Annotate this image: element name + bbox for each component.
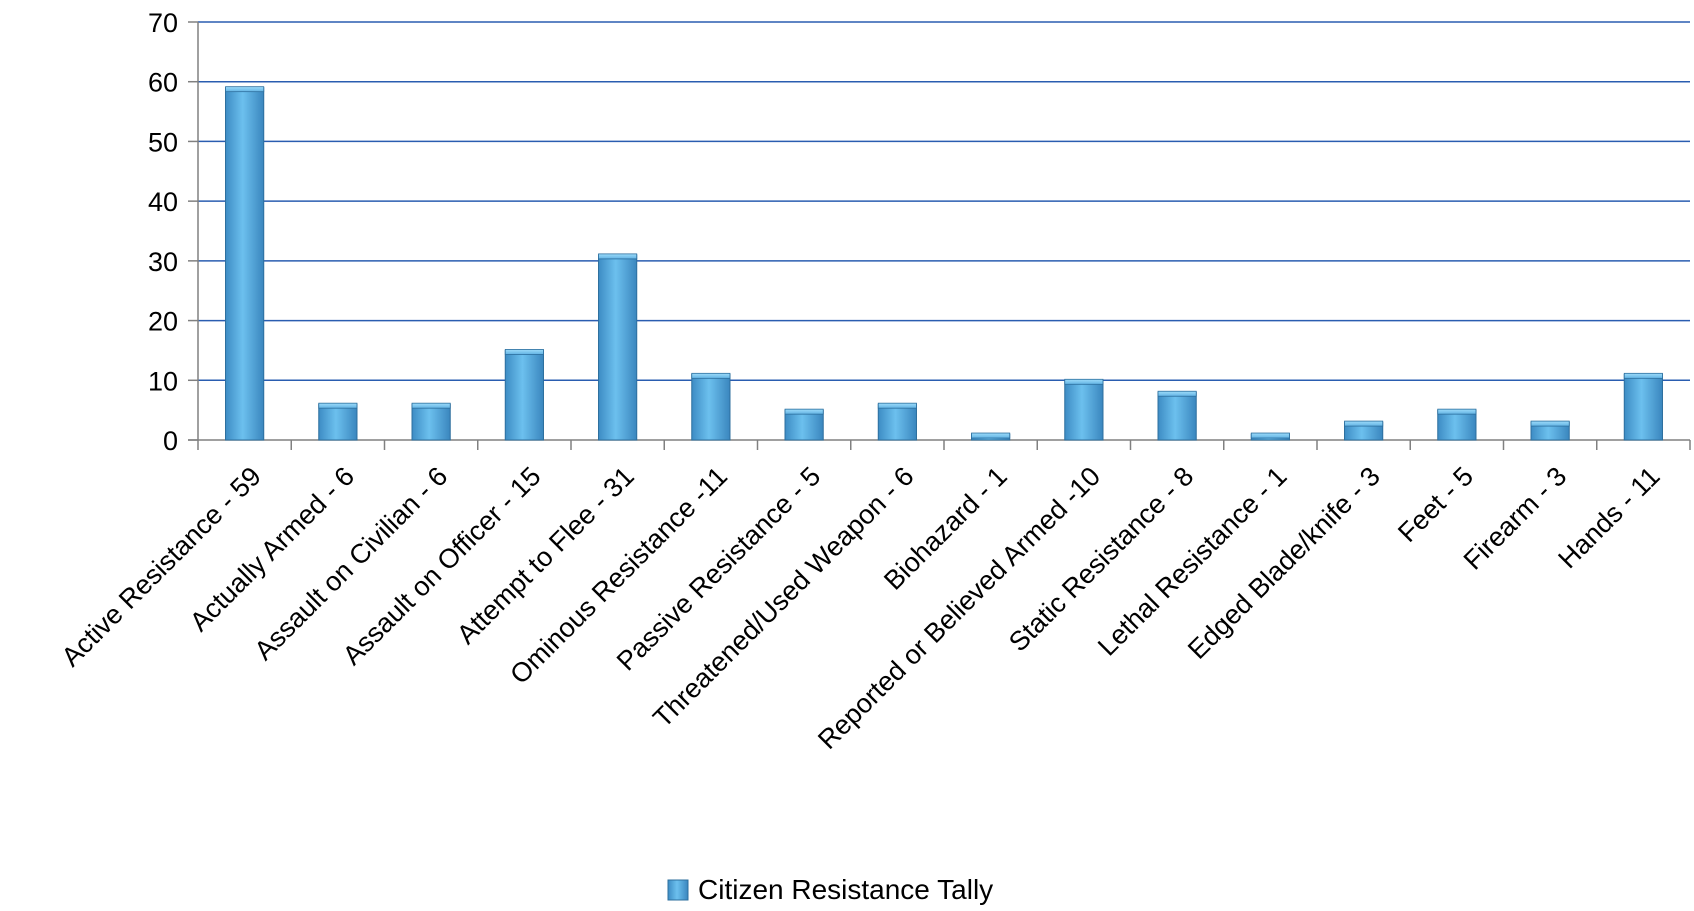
y-tick-label: 20	[148, 307, 178, 337]
bar	[691, 372, 731, 441]
x-category-label: Edged Blade/knife - 3	[1182, 461, 1386, 665]
bar	[1064, 378, 1104, 441]
x-category-label: Feet - 5	[1392, 461, 1479, 548]
bar	[318, 402, 358, 441]
bar-cap	[971, 432, 1011, 439]
bar-body	[877, 403, 917, 441]
bar-body	[1157, 391, 1197, 441]
bar	[225, 86, 265, 441]
y-tick-labels: 0 10 20 30 40 50 60 70	[148, 8, 178, 456]
bar-cap	[1344, 420, 1384, 427]
y-tick-label: 10	[148, 366, 178, 396]
bar	[1250, 432, 1290, 441]
bar-body	[318, 403, 358, 441]
y-tick-label: 60	[148, 68, 178, 98]
bar	[877, 402, 917, 441]
bar-body	[504, 349, 544, 441]
bar	[598, 253, 638, 441]
bar	[1530, 420, 1570, 441]
axes	[188, 21, 1691, 450]
bar-body	[598, 254, 638, 441]
bar-cap	[411, 402, 451, 409]
bar	[784, 408, 824, 441]
bar	[1437, 408, 1477, 441]
y-tick-label: 30	[148, 247, 178, 277]
legend: Citizen Resistance Tally	[667, 874, 993, 905]
x-category-label: Lethal Resistance - 1	[1092, 461, 1293, 662]
bar-body	[1437, 409, 1477, 441]
bar-cap	[225, 86, 265, 93]
bar-cap	[784, 408, 824, 415]
bar-cap	[877, 402, 917, 409]
bar-body	[411, 403, 451, 441]
bar-cap	[1157, 390, 1197, 397]
bar-body	[1623, 373, 1663, 441]
y-tick-label: 0	[163, 426, 178, 456]
bar	[1344, 420, 1384, 441]
bar	[1157, 390, 1197, 441]
bar	[971, 432, 1011, 441]
bar-cap	[1530, 420, 1570, 427]
gridlines	[198, 21, 1690, 382]
bar-cap	[598, 253, 638, 260]
legend-swatch	[667, 879, 689, 901]
bar-cap	[691, 372, 731, 379]
y-tick-label: 40	[148, 187, 178, 217]
bar-cap	[1064, 378, 1104, 385]
bar-cap	[504, 349, 544, 355]
bar-cap	[318, 402, 358, 409]
legend-label: Citizen Resistance Tally	[698, 874, 993, 905]
bar-body	[691, 373, 731, 441]
bar-cap	[1437, 408, 1477, 415]
bar	[1623, 372, 1663, 441]
bar-body	[784, 409, 824, 441]
y-tick-label: 70	[148, 8, 178, 38]
y-tick-label: 50	[148, 127, 178, 157]
bar-cap	[1250, 432, 1290, 439]
bar-body	[225, 87, 265, 441]
bars	[225, 86, 1663, 441]
bar-cap	[1623, 372, 1663, 379]
bar	[504, 349, 544, 441]
bar	[411, 402, 451, 441]
x-category-label: Attempt to Flee - 31	[451, 461, 640, 650]
bar-body	[1064, 379, 1104, 441]
x-category-label: Actually Armed - 6	[184, 461, 360, 637]
x-category-label: Static Resistance - 8	[1003, 461, 1199, 657]
x-category-label: Hands - 11	[1552, 461, 1665, 574]
